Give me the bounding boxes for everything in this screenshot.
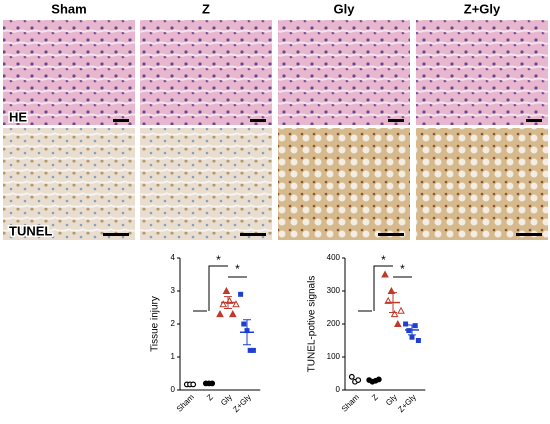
x-tick-label: Z xyxy=(370,392,380,402)
x-tick-label: Z xyxy=(205,392,215,402)
error-bar xyxy=(224,296,232,309)
bracket xyxy=(208,265,228,311)
column-label: Z+Gly xyxy=(464,1,501,16)
point xyxy=(250,347,256,353)
x-tick-label: Z+Gly xyxy=(396,393,418,415)
scale-bar xyxy=(526,119,542,122)
point xyxy=(209,380,216,387)
x-tick-label: Sham xyxy=(175,392,196,413)
point xyxy=(241,321,247,327)
point xyxy=(238,291,244,297)
scale-bar xyxy=(516,233,542,236)
significance: * xyxy=(216,253,221,267)
y-tick-label: 0 xyxy=(336,385,341,394)
scale-bar xyxy=(250,119,266,122)
point xyxy=(415,338,421,343)
point xyxy=(393,319,402,327)
row-label: TUNEL xyxy=(9,223,52,238)
point xyxy=(222,286,231,294)
row-label: HE xyxy=(9,109,27,124)
point xyxy=(228,310,237,318)
x-tick-label: Gly xyxy=(219,393,234,408)
point xyxy=(190,381,197,388)
point xyxy=(390,310,399,318)
significance: * xyxy=(400,262,405,276)
point xyxy=(409,334,415,340)
point xyxy=(219,300,228,308)
point xyxy=(355,377,362,384)
point xyxy=(412,323,418,329)
y-tick-label: 3 xyxy=(171,286,176,295)
column-label: Gly xyxy=(334,1,356,16)
scale-bar xyxy=(113,119,129,122)
scale-bar xyxy=(378,233,404,236)
y-axis-label: Tissue injury xyxy=(150,296,161,352)
point xyxy=(381,270,389,278)
scale-bar xyxy=(240,233,266,236)
tunel-image xyxy=(140,128,272,240)
he-image xyxy=(416,20,548,125)
point xyxy=(403,321,409,327)
error-bar xyxy=(243,319,251,346)
point xyxy=(384,296,393,304)
point xyxy=(348,373,355,380)
y-tick-label: 400 xyxy=(327,253,341,262)
significance: * xyxy=(235,262,240,276)
he-image xyxy=(3,20,135,125)
tunel-image xyxy=(278,128,410,240)
scale-bar xyxy=(103,233,129,236)
point xyxy=(397,306,405,314)
y-tick-label: 2 xyxy=(171,319,176,328)
x-tick-label: Sham xyxy=(340,392,361,413)
y-tick-label: 300 xyxy=(327,286,341,295)
x-tick-label: Z+Gly xyxy=(231,393,253,415)
he-image xyxy=(140,20,272,125)
point xyxy=(387,286,396,294)
tunel-image xyxy=(416,128,548,240)
y-axis-label: TUNEL-potive signals xyxy=(307,276,318,373)
significance: * xyxy=(381,253,386,267)
point xyxy=(375,376,382,383)
column-label: Sham xyxy=(51,1,86,16)
column-label: Z xyxy=(202,1,210,16)
y-tick-label: 4 xyxy=(171,253,176,262)
error-bar xyxy=(389,292,397,313)
y-tick-label: 1 xyxy=(171,352,176,361)
tunel-image xyxy=(3,128,135,240)
x-tick-label: Gly xyxy=(384,393,399,408)
error-bar xyxy=(408,324,416,336)
point xyxy=(247,347,253,353)
y-tick-label: 0 xyxy=(171,385,176,394)
point xyxy=(232,300,240,308)
point xyxy=(216,310,224,318)
he-image xyxy=(278,20,410,125)
y-tick-label: 100 xyxy=(327,352,341,361)
scale-bar xyxy=(388,119,404,122)
bracket xyxy=(373,265,393,311)
y-tick-label: 200 xyxy=(327,319,341,328)
